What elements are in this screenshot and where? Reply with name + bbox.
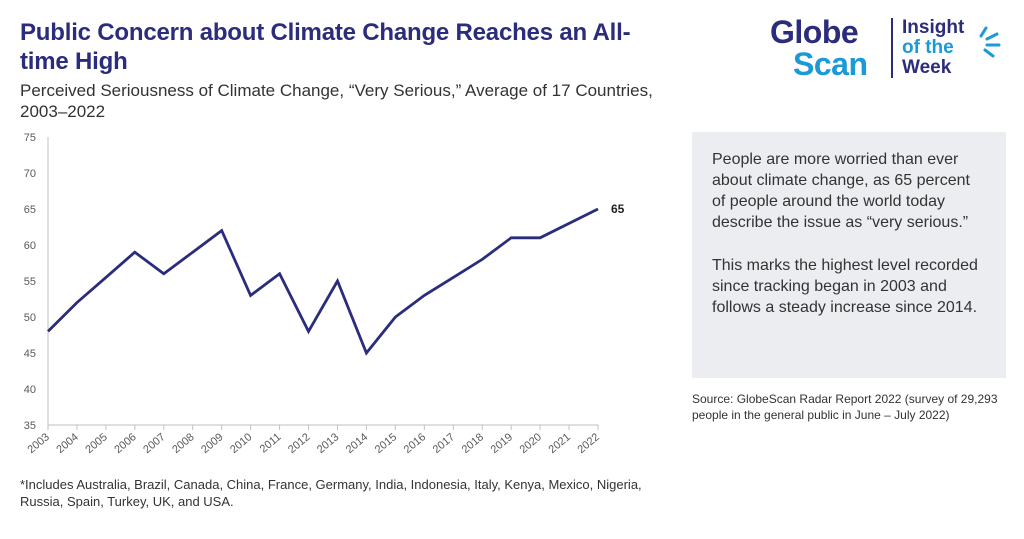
chart-title: Public Concern about Climate Change Reac… — [20, 19, 631, 75]
x-tick-label: 2019 — [489, 431, 515, 456]
x-tick-label: 2008 — [170, 431, 196, 456]
x-tick-label: 2006 — [112, 431, 138, 456]
series-layer: 65 — [47, 202, 625, 356]
y-axis: 35 40 45 50 55 60 65 70 75 — [24, 132, 49, 432]
x-tick-label: 2017 — [431, 431, 457, 456]
x-tick-label: 2004 — [54, 431, 80, 456]
x-tick-label: 2007 — [141, 431, 167, 456]
y-tick-label: 50 — [24, 312, 36, 324]
y-tick-label: 35 — [24, 420, 36, 432]
x-tick-label: 2020 — [518, 431, 544, 456]
x-tick-label: 2018 — [460, 431, 486, 456]
insight-line-1: Insight — [902, 17, 965, 38]
insight-line-3: Week — [902, 57, 952, 78]
insight-callout-box: People are more worried than ever about … — [692, 132, 1006, 378]
insight-line-2: of the — [902, 37, 954, 58]
x-tick-label: 2013 — [315, 431, 341, 456]
y-tick-label: 45 — [24, 348, 36, 360]
x-tick-label: 2014 — [344, 431, 370, 456]
series-line — [47, 207, 599, 356]
logo-word-globe: Globe — [770, 14, 859, 50]
logo-divider — [891, 18, 893, 78]
x-tick-label: 2009 — [199, 431, 225, 456]
x-axis: 2003 2004 2005 2006 2007 2008 2009 2010 2011 2012… — [25, 424, 602, 456]
callout-paragraph-1: People are more worried than ever about … — [712, 151, 970, 231]
y-tick-label: 40 — [24, 384, 36, 396]
x-tick-label: 2016 — [402, 431, 428, 456]
chart-subtitle: Perceived Seriousness of Climate Change,… — [20, 81, 653, 121]
x-tick-label: 2012 — [286, 431, 312, 456]
footnote: *Includes Australia, Brazil, Canada, Chi… — [20, 477, 642, 509]
globescan-logo: Globe Scan Insight of the Week — [770, 14, 1010, 84]
x-tick-label: 2015 — [373, 431, 399, 456]
x-tick-label: 2011 — [258, 431, 284, 455]
logo-word-scan: Scan — [793, 46, 868, 82]
end-value-label: 65 — [611, 202, 625, 216]
x-tick-label: 2021 — [547, 431, 573, 456]
burst-icon — [979, 26, 1001, 58]
callout-paragraph-2: This marks the highest level recorded si… — [712, 257, 978, 316]
x-tick-label: 2005 — [83, 431, 109, 456]
x-tick-label: 2010 — [228, 431, 254, 456]
source-note: Source: GlobeScan Radar Report 2022 (sur… — [692, 392, 998, 422]
x-tick-label: 2022 — [575, 431, 601, 456]
y-tick-label: 55 — [24, 276, 36, 288]
y-tick-label: 70 — [24, 168, 36, 180]
y-tick-label: 75 — [24, 132, 36, 144]
x-tick-label: 2003 — [25, 431, 51, 456]
insight-of-the-week-label: Insight of the Week — [902, 18, 964, 78]
y-tick-label: 65 — [24, 204, 36, 216]
y-tick-label: 60 — [24, 240, 36, 252]
